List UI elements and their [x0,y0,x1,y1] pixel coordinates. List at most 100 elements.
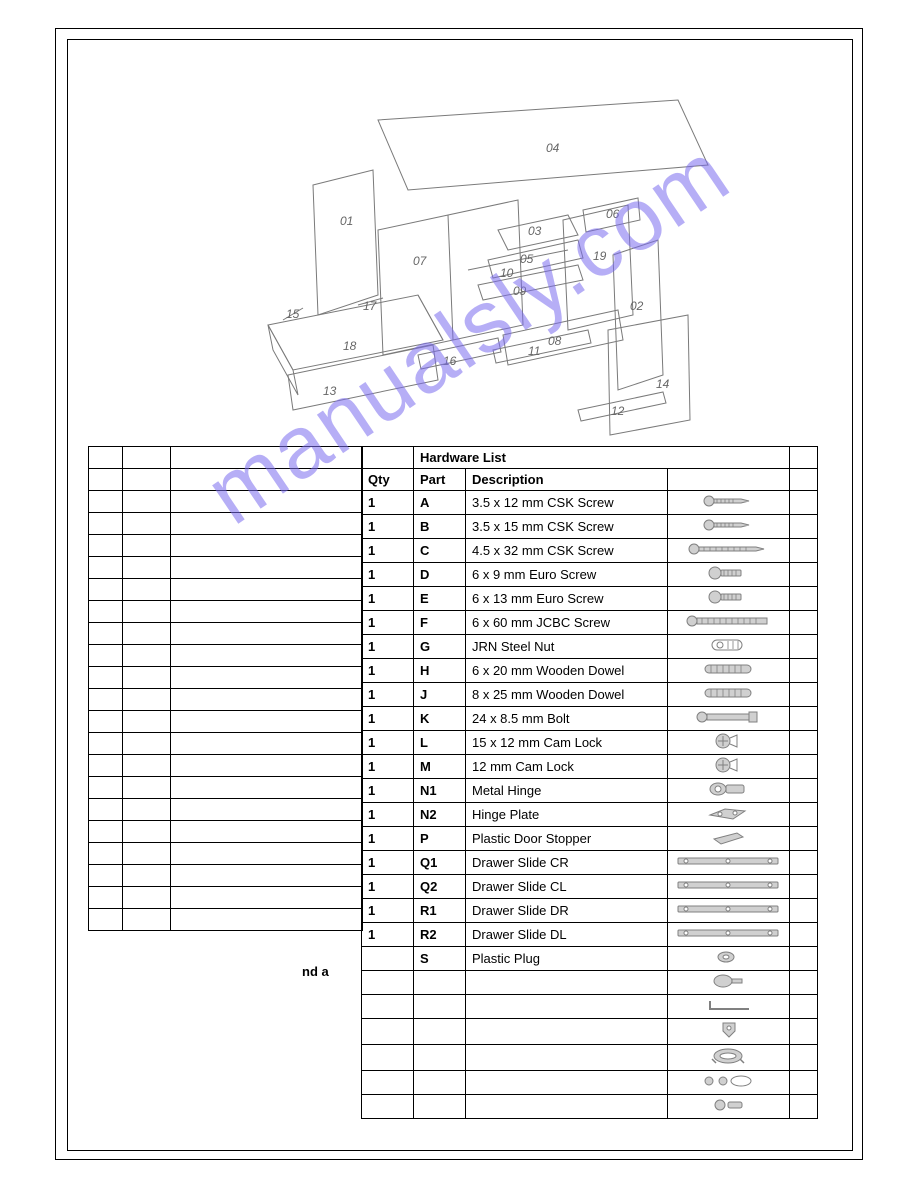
hw-desc: Drawer Slide DR [466,899,668,923]
table-row: 1A3.5 x 12 mm CSK Screw [362,491,818,515]
hw-qty: 1 [368,639,375,654]
hw-part: Q1 [420,855,437,870]
table-row: 1F6 x 60 mm JCBC Screw [362,611,818,635]
hw-part: C [420,543,429,558]
svg-text:01: 01 [340,214,353,228]
table-row: 1N2Hinge Plate [362,803,818,827]
hw-image-cell [668,851,790,875]
hw-image-cell [668,539,790,563]
hw-image-cell [668,491,790,515]
cam-icon [711,733,746,749]
table-row: 1H6 x 20 mm Wooden Dowel [362,659,818,683]
hw-desc: 8 x 25 mm Wooden Dowel [466,683,668,707]
hw-image-cell [668,971,790,995]
hw-image-cell [668,563,790,587]
table-row [362,1045,818,1071]
screw-short-icon [701,493,756,509]
hw-desc: Plastic Door Stopper [466,827,668,851]
hw-qty: 1 [368,519,375,534]
table-row [362,1071,818,1095]
hw-desc: Metal Hinge [466,779,668,803]
hw-desc [466,1071,668,1095]
table-row: 1K24 x 8.5 mm Bolt [362,707,818,731]
hw-qty: 1 [368,759,375,774]
svg-text:03: 03 [528,224,542,238]
hw-image-cell [668,1095,790,1119]
parts-list-table [88,446,363,931]
table-row: 1 R1 Drawer Slide DR [362,899,818,923]
dowel-icon [701,661,756,677]
handle-icon [710,1047,748,1065]
table-row: 1GJRN Steel Nut [362,635,818,659]
hw-qty: 1 [368,855,375,870]
hw-part: R1 [420,903,437,918]
hw-part: K [420,711,429,726]
hw-part: D [420,567,429,582]
slide-icon [676,901,782,917]
hw-part: E [420,591,429,606]
exploded-diagram: 04 01 02 03 05 06 07 08 09 10 11 12 13 1… [208,80,718,440]
cap-icon [709,973,749,989]
table-row: 1B3.5 x 15 mm CSK Screw [362,515,818,539]
bolt-short-icon [694,709,764,725]
table-row: SPlastic Plug [362,947,818,971]
hw-desc [466,1095,668,1119]
bolt-long-icon [684,613,774,629]
hardware-list-table: Hardware List Qty Part Description 1A3.5… [361,446,818,1119]
cam-icon [711,757,746,773]
svg-text:04: 04 [546,141,560,155]
hw-qty: 1 [368,927,375,942]
table-row [362,995,818,1019]
floating-text: nd a [302,964,329,979]
svg-text:09: 09 [513,284,527,298]
svg-text:13: 13 [323,384,337,398]
col-part-header: Part [414,469,466,491]
table-row: 1 Q2 Drawer Slide CL [362,875,818,899]
hw-qty: 1 [368,903,375,918]
hw-desc: 12 mm Cam Lock [466,755,668,779]
hw-qty: 1 [368,543,375,558]
table-row [362,971,818,995]
stopper-icon [709,829,749,845]
svg-text:05: 05 [520,252,534,266]
hw-qty: 1 [368,711,375,726]
table-row: 1M12 mm Cam Lock [362,755,818,779]
screw-short-icon [701,517,756,533]
hw-image-cell [668,827,790,851]
allen-icon [704,997,754,1013]
table-row: 1J8 x 25 mm Wooden Dowel [362,683,818,707]
hw-image-cell [668,515,790,539]
hw-qty: 1 [368,879,375,894]
euro-short-icon [706,565,751,581]
slide-icon [676,877,782,893]
hw-image-cell [668,755,790,779]
key-icon [715,1021,743,1039]
hw-desc: Drawer Slide DL [466,923,668,947]
hinge-icon [706,781,751,797]
nut-icon [706,637,751,653]
svg-text:11: 11 [528,344,540,358]
svg-text:06: 06 [606,207,620,221]
table-row: 1R2Drawer Slide DL [362,923,818,947]
hw-image-cell [668,803,790,827]
hw-part: S [420,951,429,966]
inner-frame: manualsly.com [67,39,853,1151]
table-row [362,1095,818,1119]
plate-icon [705,805,753,821]
outer-frame: manualsly.com [55,28,863,1160]
hw-desc: JRN Steel Nut [466,635,668,659]
hw-qty: 1 [368,567,375,582]
hw-desc: Drawer Slide CL [466,875,668,899]
hw-desc: Drawer Slide CR [466,851,668,875]
hw-qty: 1 [368,831,375,846]
hw-part: F [420,615,428,630]
hw-part: P [420,831,429,846]
table-row: 1N1Metal Hinge [362,779,818,803]
hw-image-cell [668,1045,790,1071]
hw-qty: 1 [368,735,375,750]
hw-image-cell [668,707,790,731]
slide-icon [676,925,782,941]
hw-part: Q2 [420,879,437,894]
hw-image-cell [668,1019,790,1045]
table-row: 1 Q1 Drawer Slide CR [362,851,818,875]
